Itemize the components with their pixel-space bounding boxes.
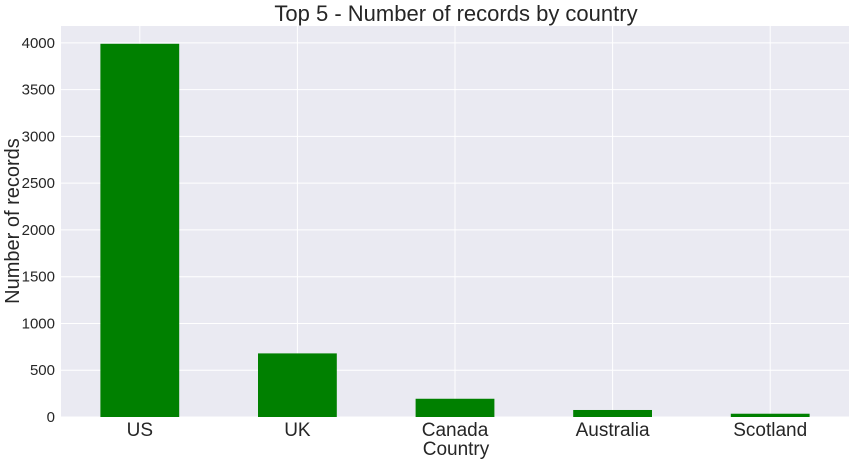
x-tick-label: Scotland xyxy=(733,420,807,441)
chart-title: Top 5 - Number of records by country xyxy=(274,1,637,26)
bar-us xyxy=(100,43,180,417)
y-tick-label: 2500 xyxy=(22,175,55,192)
y-tick-label: 500 xyxy=(30,362,55,379)
bar-australia xyxy=(573,409,652,417)
x-axis-ticks: US UK Canada Australia Scotland xyxy=(127,420,808,441)
y-axis-label: Number of records xyxy=(2,138,24,304)
y-tick-label: 1500 xyxy=(22,269,55,286)
y-tick-label: 3000 xyxy=(22,128,55,145)
y-tick-label: 4000 xyxy=(22,35,55,52)
x-tick-label: US xyxy=(127,420,153,441)
y-tick-label: 2000 xyxy=(22,222,55,239)
x-tick-label: Australia xyxy=(576,420,650,441)
y-axis-ticks: 0 500 1000 1500 2000 2500 3000 3500 4000 xyxy=(22,35,55,426)
y-tick-label: 1000 xyxy=(22,315,55,332)
bar-uk xyxy=(258,353,337,417)
bars xyxy=(100,43,810,417)
bar-canada xyxy=(415,398,495,417)
x-axis-label: Country xyxy=(423,439,490,460)
x-tick-label: UK xyxy=(284,420,311,441)
bar-scotland xyxy=(730,413,810,417)
y-tick-label: 3500 xyxy=(22,82,55,99)
x-tick-label: Canada xyxy=(422,420,489,441)
y-tick-label: 0 xyxy=(47,409,55,426)
